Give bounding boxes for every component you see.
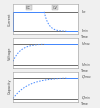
Text: $I_{cc}$: $I_{cc}$ (81, 8, 87, 16)
Text: $I_{min}$: $I_{min}$ (81, 28, 89, 35)
Y-axis label: Capacity: Capacity (8, 79, 12, 94)
Text: Time: Time (81, 35, 88, 39)
Text: CC: CC (26, 6, 31, 10)
Text: $V_{min}$: $V_{min}$ (81, 61, 90, 69)
Y-axis label: Current: Current (8, 13, 12, 26)
Text: $Q_{min}$: $Q_{min}$ (81, 95, 91, 102)
Text: Time: Time (81, 68, 88, 72)
Text: $V_{max}$: $V_{max}$ (81, 40, 91, 48)
Text: Time: Time (81, 102, 88, 106)
Y-axis label: Voltage: Voltage (8, 46, 12, 60)
Text: $Q_{max}$: $Q_{max}$ (81, 74, 92, 81)
Text: CV: CV (53, 6, 58, 10)
